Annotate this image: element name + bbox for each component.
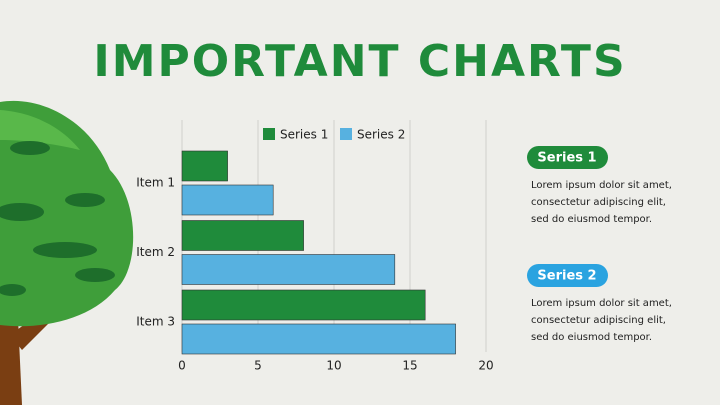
series-pill xyxy=(527,264,608,287)
tree xyxy=(0,100,134,405)
note-text: sed do eiusmod tempor. xyxy=(531,214,652,225)
pill-label: Series 1 xyxy=(537,151,596,166)
legend-label: Series 2 xyxy=(357,128,405,142)
pill-label: Series 2 xyxy=(537,269,596,284)
bar xyxy=(181,323,456,355)
note-text: Lorem ipsum dolor sit amet, xyxy=(531,180,672,191)
y-tick-label: Item 1 xyxy=(136,176,175,190)
note-text: sed do eiusmod tempor. xyxy=(531,332,652,343)
bar xyxy=(181,184,274,216)
legend-swatch xyxy=(340,128,352,140)
y-tick-label: Item 3 xyxy=(136,315,175,329)
legend-label: Series 1 xyxy=(280,128,328,142)
y-tick-label: Item 2 xyxy=(136,245,175,259)
note-text: Lorem ipsum dolor sit amet, xyxy=(531,298,672,309)
series-pill xyxy=(527,146,608,169)
x-tick-label: 15 xyxy=(402,359,417,373)
x-tick-label: 5 xyxy=(254,359,262,373)
bar xyxy=(181,150,228,182)
note-text: consectetur adipiscing elit, xyxy=(531,197,666,208)
bar xyxy=(181,254,396,285)
x-tick-label: 20 xyxy=(478,359,493,373)
bar xyxy=(181,220,304,251)
x-tick-label: 0 xyxy=(178,359,186,373)
bar xyxy=(181,289,426,321)
x-tick-label: 10 xyxy=(326,359,341,373)
legend-swatch xyxy=(263,128,275,140)
note-text: consectetur adipiscing elit, xyxy=(531,315,666,326)
chart-title: IMPORTANT CHARTS xyxy=(93,36,626,87)
